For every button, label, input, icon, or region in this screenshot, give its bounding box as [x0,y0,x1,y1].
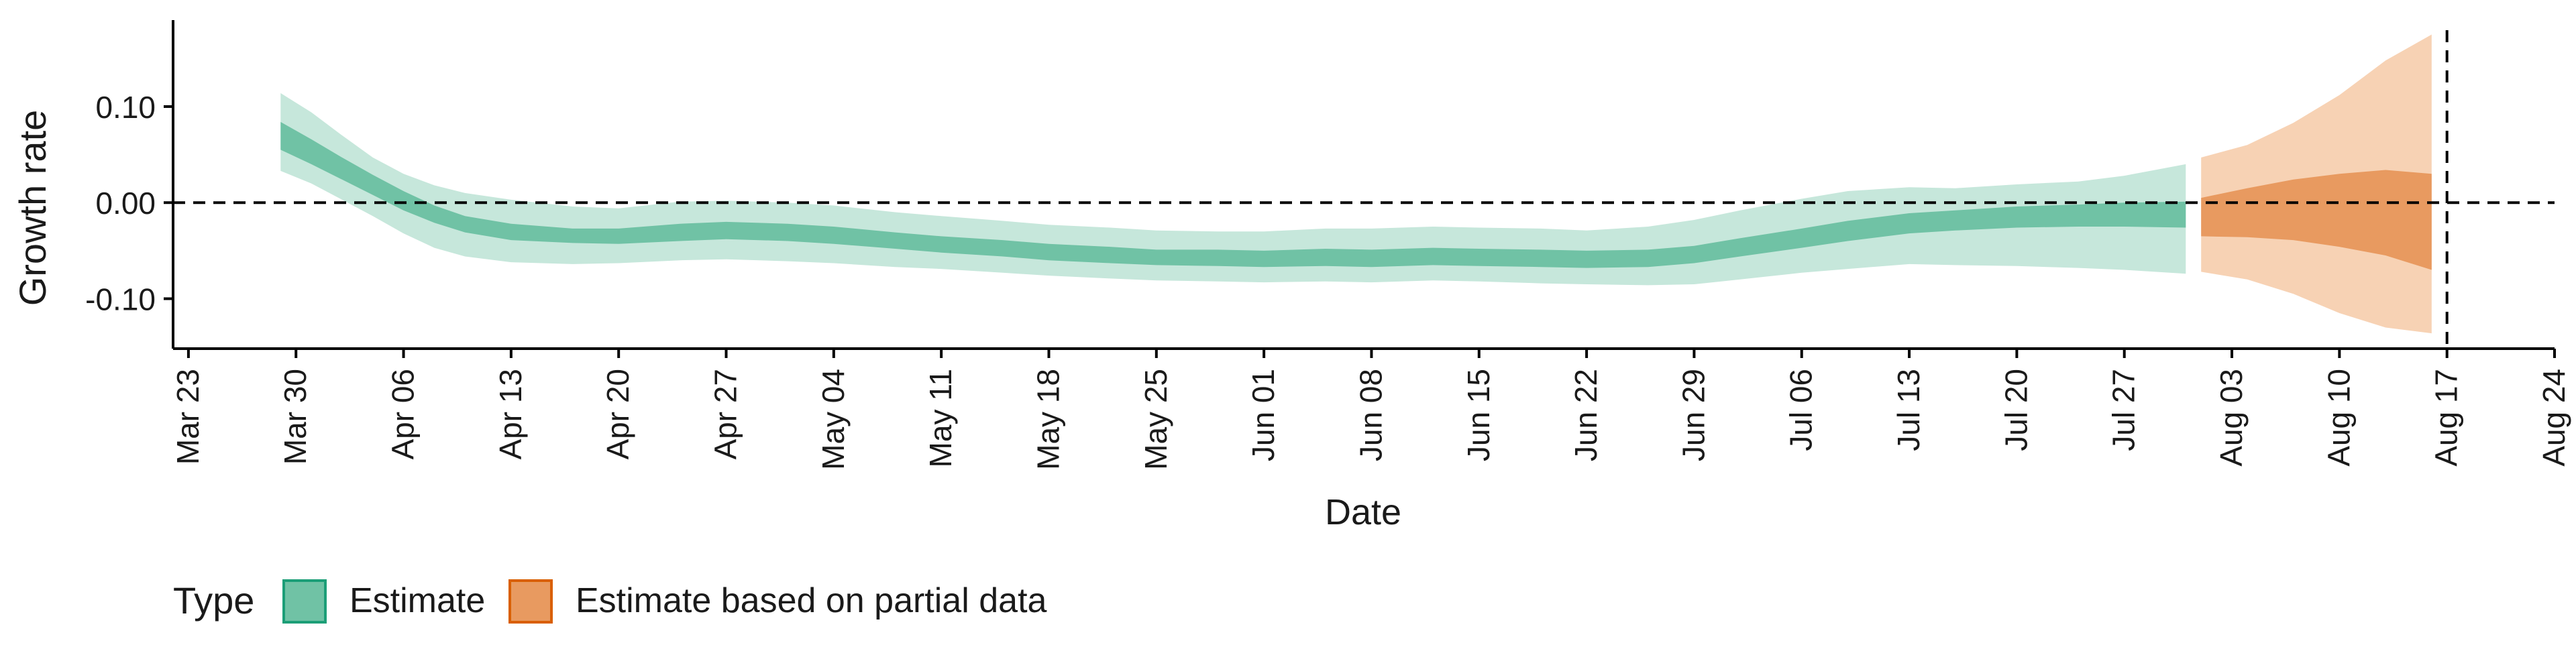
legend-key-partial [508,579,553,624]
legend-label-estimate: Estimate [350,581,485,620]
series-1-inner-band [2201,170,2432,270]
x-tick-label: Jun 29 [1676,369,1711,461]
x-tick-label: Apr 20 [600,369,635,460]
x-tick-label: Jun 01 [1246,369,1281,461]
x-tick-label: Mar 30 [278,369,313,465]
x-tick-label: May 18 [1030,369,1065,470]
x-tick-label: Jul 27 [2106,369,2141,451]
x-tick-label: Aug 03 [2214,369,2249,467]
x-tick-label: May 25 [1138,369,1173,470]
legend-title: Type [173,579,254,622]
legend-label-partial: Estimate based on partial data [576,581,1047,620]
legend: Type Estimate Estimate based on partial d… [173,579,1047,624]
legend-key-estimate [282,579,327,624]
x-tick-label: Jul 13 [1891,369,1926,451]
y-axis-title: Growth rate [11,110,54,306]
x-tick-label: Aug 10 [2321,369,2356,467]
x-tick-label: Jun 22 [1568,369,1603,461]
x-tick-label: Jun 08 [1353,369,1388,461]
series-0-inner-band [280,121,2186,268]
x-tick-label: Mar 23 [170,369,205,465]
y-tick-label: -0.10 [85,282,156,316]
x-tick-label: Aug 24 [2536,369,2571,467]
x-tick-label: Apr 13 [493,369,528,460]
x-tick-label: Aug 17 [2429,369,2464,467]
x-tick-label: May 04 [816,369,851,470]
x-tick-label: Apr 06 [386,369,421,460]
x-tick-label: May 11 [923,369,958,467]
x-tick-label: Apr 27 [708,369,743,460]
x-tick-label: Jun 15 [1461,369,1496,461]
x-tick-label: Jul 06 [1784,369,1819,451]
y-tick-label: 0.10 [95,90,156,125]
x-axis-title: Date [1325,492,1401,532]
y-tick-label: 0.00 [95,186,156,221]
x-tick-label: Jul 20 [1998,369,2033,451]
